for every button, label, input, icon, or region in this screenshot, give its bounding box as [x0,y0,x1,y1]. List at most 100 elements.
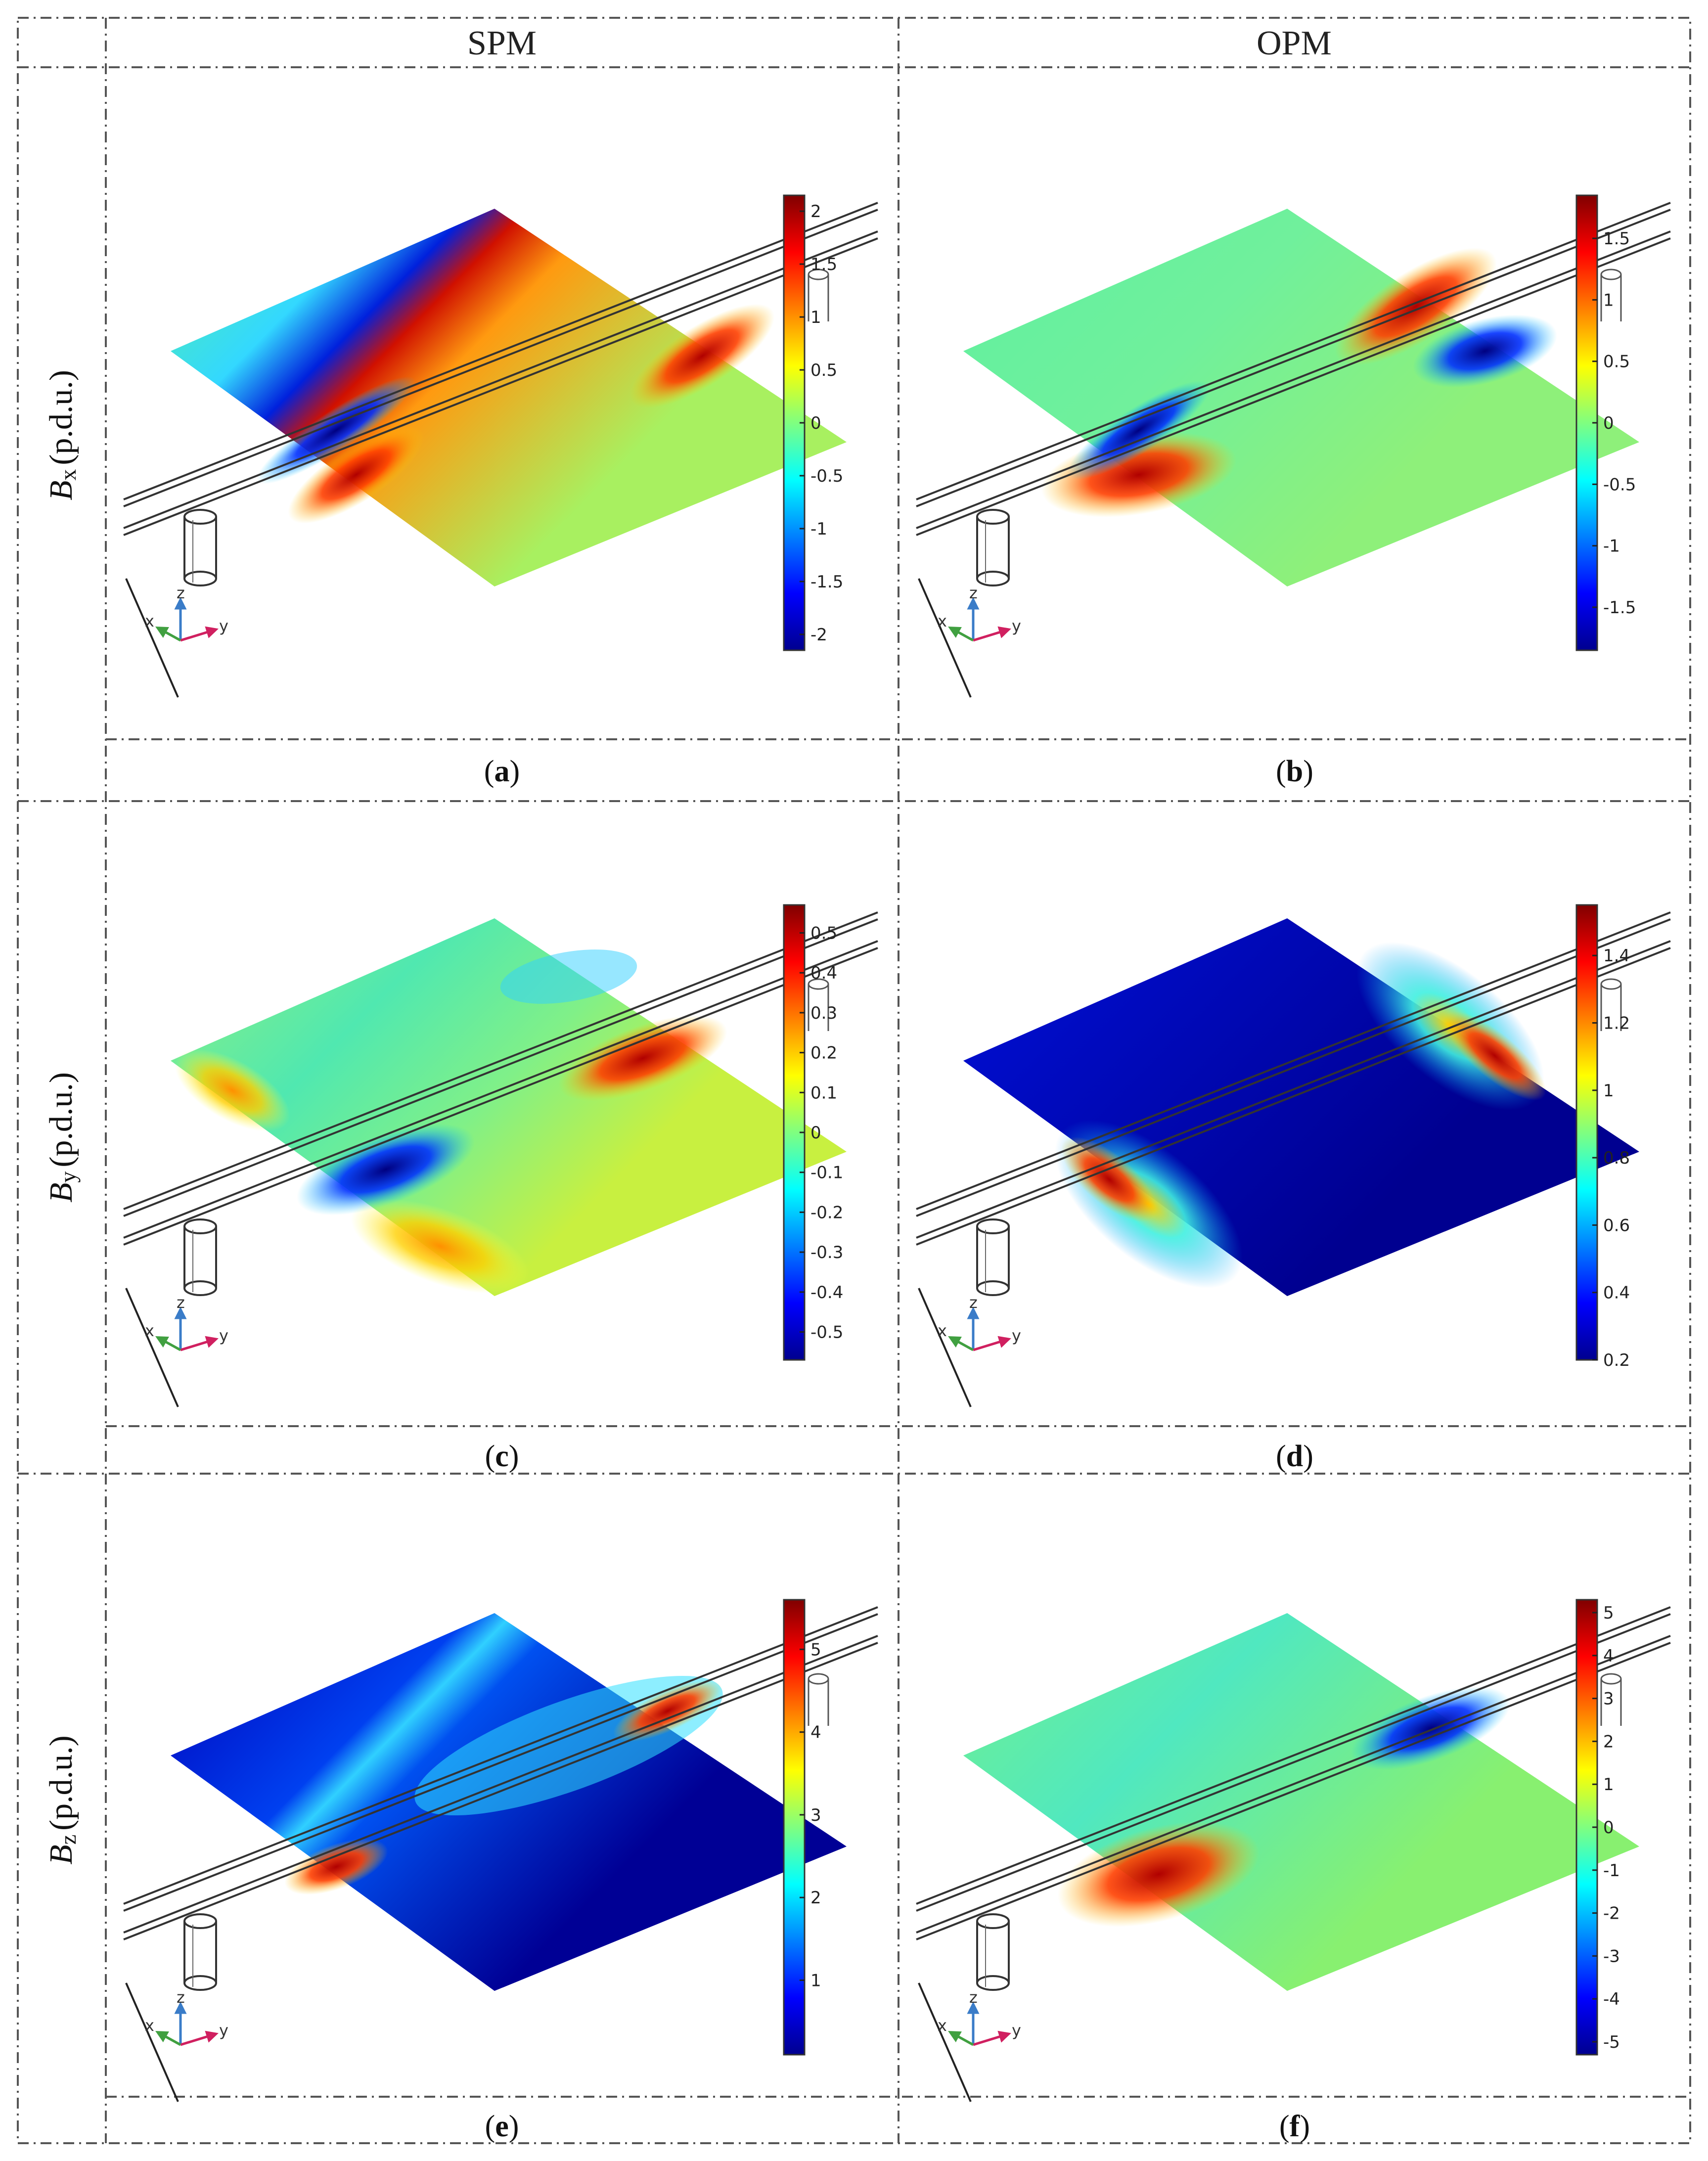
z-axis-label: z [177,1988,185,2007]
colorbar-tick-label: 0.3 [810,1003,837,1023]
row-label-bx-sub: x [55,469,81,481]
field-hotspot [1335,248,1497,365]
panel-caption: (c) [485,1440,519,1473]
field-coldspot [1350,1686,1511,1770]
field-plate [171,209,847,586]
colorbar-tick-label: -2 [1603,1904,1620,1924]
axes-triad: z y x [938,1988,1021,2046]
colorbar-tick-label: 1 [1603,1081,1614,1101]
x-axis-arrow [155,1336,181,1351]
colorbar-tick-label: 1 [1603,290,1614,310]
colorbar-tick-label: -1.5 [1603,598,1636,618]
colorbar-tick-label: -0.4 [810,1283,843,1303]
colorbar-tick-label: -1 [810,519,827,539]
z-axis-label: z [177,584,185,602]
row-label-bx-symbol: B [43,481,79,500]
field-hotspot [1057,1821,1260,1927]
colorbar-tick-label: 0.1 [810,1083,837,1103]
column-header-spm: SPM [467,24,537,62]
panel-e-annotations: 5 4 3 2 1 z y x (e) [145,1599,821,2143]
colorbar-tick-label: -0.3 [810,1243,843,1262]
row-label-bx: Bx (p.d.u.) [43,370,81,500]
y-axis-arrow [180,2030,219,2046]
field-hotspot [613,1680,722,1742]
axes-triad: z y x [938,584,1021,642]
panel-d-annotations: 1.4 1.2 1 0.8 0.6 0.4 0.2 z y x (d) [938,904,1630,1473]
row-label-bz-sub: z [55,1835,81,1845]
svg-text:Bz(p.d.u.): Bz (p.d.u.) [43,1735,81,1864]
field-hotspot [288,426,424,524]
colorbar-tick-label: 0.2 [1603,1351,1630,1370]
row-label-by-unit: (p.d.u.) [43,1072,79,1167]
x-axis-label: x [145,612,154,630]
caption-letter: f [1290,2110,1301,2143]
colorbar-tick-label: -1.5 [810,572,843,592]
z-axis-label: z [969,1293,978,1312]
y-axis-label: y [219,1326,228,1345]
colorbar [783,1599,806,2056]
field-warmspot [351,1199,530,1294]
caption-close: ) [509,2110,519,2143]
z-axis-label: z [177,1293,185,1312]
colorbar-tick-label: 0.4 [1603,1283,1630,1303]
colorbar-tick-label: 0.5 [1603,352,1630,372]
column-header-opm: OPM [1257,24,1332,62]
colorbar-tick-label: -0.5 [810,466,843,486]
panel-caption: (d) [1276,1440,1313,1473]
panel-e [123,1606,879,2103]
field-coldspot [1413,315,1557,388]
y-axis-label: y [1012,1326,1021,1345]
y-axis-arrow [973,2030,1011,2046]
colorbar-tick-label: -2 [810,625,827,645]
axes-triad: z y x [145,584,228,642]
caption-close: ) [509,1440,519,1473]
colorbar-tick-label: 0 [1603,413,1614,433]
colorbar-tick-label: 0 [810,1123,821,1143]
colorbar-tick-label: 1.5 [810,255,837,274]
colorbar-tick-label: 1 [810,1971,821,1990]
colorbar-tick-label: -0.5 [1603,475,1636,495]
colorbar-tick-label: 3 [810,1805,821,1825]
caption-letter: b [1286,755,1303,788]
panel-caption: (f) [1279,2110,1310,2143]
colorbar-tick-label: 1.4 [1603,946,1630,966]
z-axis-label: z [969,1988,978,2007]
panel-c [123,911,879,1408]
colorbar-tick-label: -1 [1603,1861,1620,1881]
panel-b [915,202,1671,698]
x-axis-arrow [948,626,974,642]
panel-f-annotations: 5 4 3 2 1 0 -1 -2 -3 -4 -5 z y x (f) [938,1599,1620,2143]
x-axis-label: x [938,2016,947,2035]
field-hotspot [558,1015,727,1101]
row-label-bz: Bz (p.d.u.) [43,1735,81,1864]
field-coldspot [257,376,416,484]
colorbar-tick-label: -5 [1603,2032,1620,2052]
panel-caption: (a) [484,755,520,788]
colorbar-tick-label: 0.5 [810,360,837,380]
panel-caption: (e) [485,2110,519,2143]
colorbar-tick-label: -1 [1603,537,1620,556]
colorbar-tick-label: 3 [1603,1689,1614,1709]
colorbar-tick-label: 0.2 [810,1043,837,1063]
panel-grid [17,17,1691,2144]
y-axis-arrow [973,1336,1011,1351]
z-axis-label: z [969,584,978,602]
y-axis-label: y [219,617,228,635]
row-label-by-sub: y [55,1171,81,1183]
panel-a-annotations: 2 1.5 1 0.5 0 -0.5 -1 -1.5 -2 z y x (a) [145,194,843,788]
colorbar-tick-label: 0.5 [810,923,837,943]
y-axis-label: y [1012,617,1021,635]
field-coldspot [296,1124,475,1216]
field-warmspot [175,1049,290,1132]
caption-letter: e [495,2110,509,2143]
colorbar-tick-label: 1 [1603,1775,1614,1795]
field-plate [963,1613,1639,1991]
field-hotspot [1443,1011,1546,1101]
field-plate [963,209,1639,586]
field-hotspot [1061,1136,1158,1222]
panel-c-annotations: 0.5 0.4 0.3 0.2 0.1 0 -0.1 -0.2 -0.3 -0.4 -0.5 z y x (… [145,904,843,1473]
colorbar-tick-label: -0.2 [810,1203,843,1222]
colorbar-tick-label: 5 [1603,1603,1614,1623]
x-axis-arrow [155,2030,181,2046]
